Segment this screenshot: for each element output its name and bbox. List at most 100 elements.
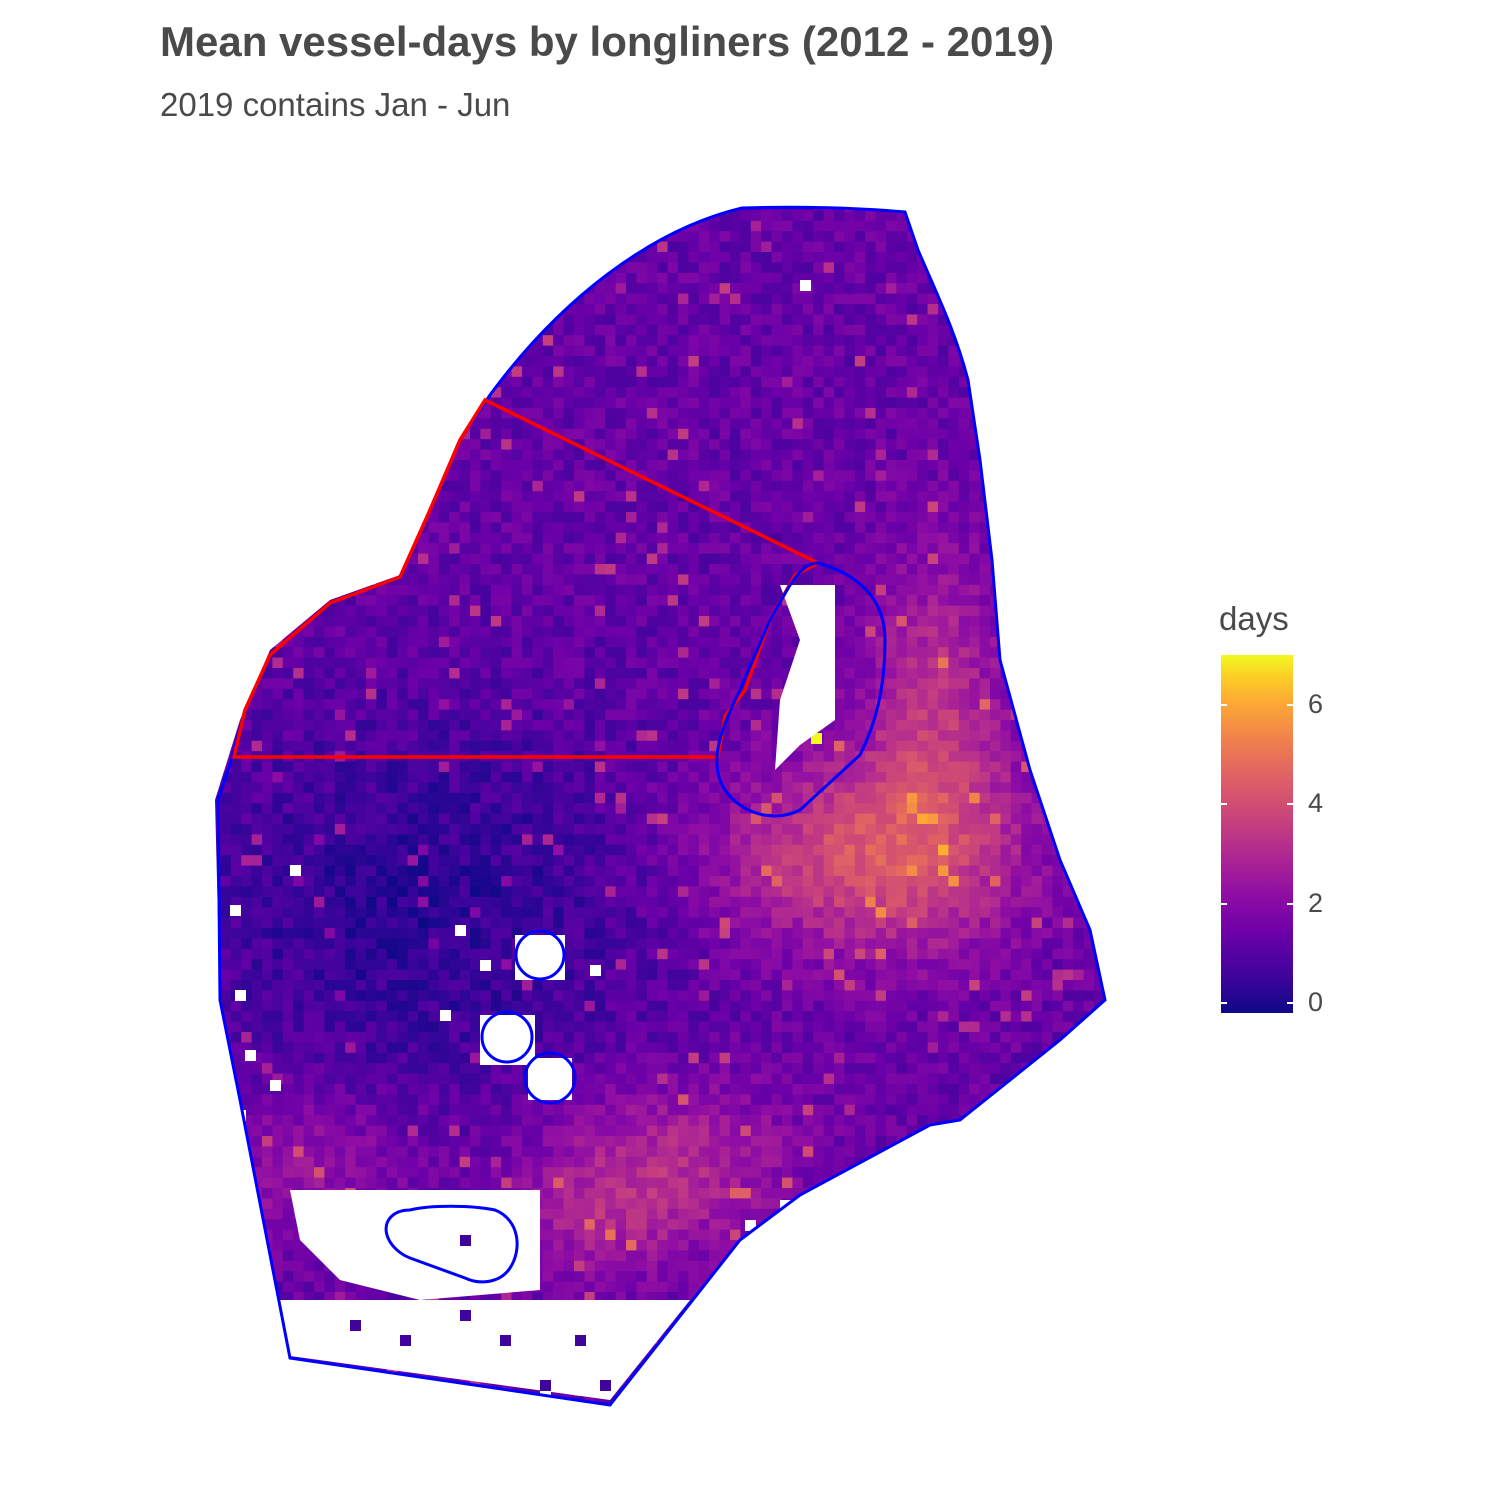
heatmap-cell [761,272,773,284]
heatmap-cell [896,772,908,783]
heatmap-cell [501,584,513,596]
heatmap-cell [730,616,741,627]
heatmap-cell [740,428,752,440]
heatmap-cell [480,553,492,565]
heatmap-cell [698,553,710,565]
heatmap-cell [969,543,981,555]
heatmap-cell [1021,636,1033,648]
heatmap-cell [958,324,970,336]
heatmap-cell [958,220,970,232]
heatmap-cell [501,709,513,721]
heatmap-cell [230,324,242,336]
heatmap-cell [532,439,544,451]
heatmap-cell [1062,241,1074,253]
heatmap-cell [1010,272,1022,284]
heatmap-cell [917,584,929,596]
heatmap-cell [865,314,877,326]
heatmap-cell [646,647,658,659]
heatmap-cell [262,220,273,232]
heatmap-cell [542,761,554,773]
heatmap-cell [241,241,253,253]
heatmap-cell [615,740,627,752]
heatmap-cell [366,553,377,565]
heatmap-cell [844,751,856,763]
heatmap-cell [594,595,606,607]
heatmap-cell [345,231,357,243]
heatmap-cell [262,480,273,492]
heatmap-cell [979,740,991,752]
heatmap-cell [906,449,918,461]
heatmap-cell [241,324,253,336]
heatmap-cell [813,491,825,503]
heatmap-cell [1052,605,1064,617]
heatmap-cell [438,668,450,679]
heatmap-cell [1083,553,1095,565]
heatmap-cell [740,293,752,305]
heatmap-cell [844,564,856,575]
heatmap-cell [605,636,617,648]
heatmap-cell [215,449,221,461]
heatmap-cell [282,366,294,378]
heatmap-cell [719,304,731,315]
heatmap-cell [958,772,970,783]
heatmap-cell [865,751,877,763]
heatmap-cell [563,397,575,409]
heatmap-cell [241,207,253,211]
heatmap-cell [750,470,762,482]
heatmap-cell [220,293,232,305]
heatmap-cell [1000,231,1012,243]
heatmap-cell [262,574,273,586]
heatmap-cell [1010,688,1022,700]
heatmap-cell [792,761,804,773]
heatmap-cell [574,678,585,690]
heatmap-cell [657,304,669,315]
heatmap-cell [293,657,305,669]
heatmap-cell [449,397,461,409]
heatmap-cell [782,376,793,388]
heatmap-cell [646,782,658,794]
heatmap-cell [615,522,627,534]
heatmap-cell [386,210,398,222]
heatmap-cell [574,460,585,471]
heatmap-cell [1094,283,1105,295]
heatmap-cell [428,709,440,721]
heatmap-cell [314,314,325,326]
heatmap-cell [1000,356,1012,367]
heatmap-cell [532,668,544,679]
heatmap-cell [865,304,877,315]
heatmap-cell [324,595,336,607]
heatmap-cell [574,376,585,388]
heatmap-cell [646,605,658,617]
heatmap-cell [418,792,429,804]
heatmap-cell [688,553,700,565]
heatmap-cell [230,470,242,482]
heatmap-cell [272,532,284,544]
heatmap-cell [438,439,450,451]
heatmap-cell [1052,252,1064,263]
heatmap-cell [490,470,502,482]
heatmap-cell [376,470,388,482]
heatmap-cell [459,293,471,305]
heatmap-cell [1094,688,1105,700]
heatmap-cell [272,605,284,617]
heatmap-cell [542,657,554,669]
heatmap-cell [958,439,970,451]
heatmap-cell [594,636,606,648]
heatmap-cell [438,480,450,492]
heatmap-cell [678,626,689,638]
heatmap-cell [719,761,731,773]
heatmap-cell [251,304,263,315]
heatmap-cell [480,543,492,555]
heatmap-cell [220,252,232,263]
heatmap-cell [667,210,679,222]
heatmap-cell [272,657,284,669]
heatmap-cell [428,564,440,575]
heatmap-cell [958,595,970,607]
heatmap-cell [969,668,981,679]
heatmap-cell [407,574,419,586]
heatmap-cell [678,512,689,523]
heatmap-cell [584,262,596,274]
heatmap-cell [376,418,388,430]
heatmap-cell [480,688,492,700]
heatmap-cell [314,688,325,700]
